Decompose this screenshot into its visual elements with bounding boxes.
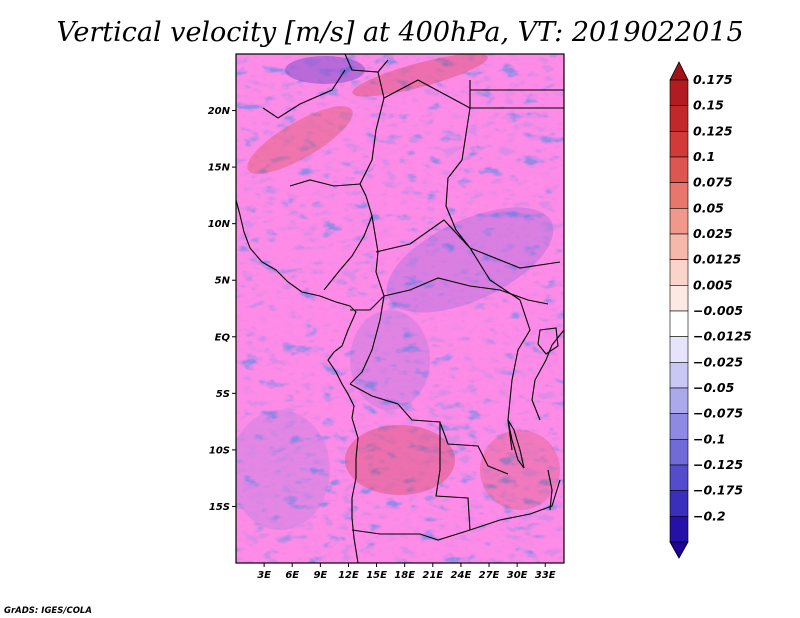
lon-tick-label: 21E	[422, 570, 443, 581]
colorbar-label: −0.0125	[693, 329, 752, 344]
colorbar-label: 0.175	[693, 72, 733, 87]
colorbar-swatch	[669, 79, 689, 106]
map-panel: 20N 15N 10N 5N EQ 5S 10S 15S 3E 6E 9E 12E 15E 18E 21E…	[208, 53, 565, 581]
colorbar-label: −0.125	[693, 457, 743, 472]
colorbar-swatch	[669, 439, 689, 466]
lon-tick-label: 9E	[313, 570, 327, 581]
colorbar-label: 0.0125	[693, 252, 742, 267]
colorbar-swatch	[669, 233, 689, 260]
lat-tick-label: EQ	[215, 332, 231, 343]
colorbar-swatch	[669, 490, 689, 517]
colorbar-swatch	[669, 105, 689, 132]
lat-tick-label: 5S	[216, 389, 230, 400]
lon-tick-label: 12E	[338, 570, 359, 581]
lon-tick-label: 30E	[507, 570, 528, 581]
lake-malawi-outline	[547, 469, 553, 511]
colorbar-swatch	[669, 464, 689, 491]
colorbar-label: 0.075	[693, 175, 733, 190]
colorbar-label: −0.075	[693, 406, 743, 421]
zambia-east-border	[469, 479, 561, 531]
car-drc-border	[383, 277, 549, 305]
colorbar-label: 0.025	[693, 226, 733, 241]
west-africa-coastline	[236, 199, 359, 563]
colorbar-swatch	[669, 208, 689, 235]
lon-tick-label: 24E	[451, 570, 472, 581]
colorbar-label: 0.05	[693, 200, 724, 215]
colorbar-swatch	[669, 336, 689, 363]
lon-tick-label: 18E	[394, 570, 415, 581]
colorbar-swatch	[669, 387, 689, 414]
niger-nigeria-border	[289, 179, 361, 187]
algeria-libya-border	[344, 54, 389, 73]
colorbar-label: −0.025	[693, 354, 743, 369]
colorbar-label: −0.05	[693, 380, 735, 395]
colorbar-label: −0.005	[693, 303, 743, 318]
colorbar-label: −0.1	[693, 431, 726, 446]
lat-tick-label: 15N	[208, 163, 231, 174]
angola-zambia-border	[435, 422, 471, 531]
colorbar-swatch	[669, 156, 689, 183]
south-sudan-border	[469, 247, 561, 269]
colorbar-label: 0.15	[693, 98, 724, 113]
niger-chad-border	[359, 97, 385, 197]
mali-niger-border	[262, 69, 346, 119]
sudan-ethiopia-border	[469, 80, 564, 109]
colorbar-label: −0.175	[693, 483, 743, 498]
lat-tick-label: 5N	[215, 276, 231, 287]
lake-tanganyika-outline	[507, 419, 525, 469]
lon-tick-label: 15E	[366, 570, 387, 581]
lake-victoria-outline	[537, 327, 559, 355]
libya-niger-chad-border	[377, 71, 471, 109]
colorbar-swatch	[669, 413, 689, 440]
colorbar: 0.175 0.15 0.125 0.1 0.075 0.05 0.025 0.0125 0.0…	[669, 61, 752, 559]
car-sudan-border	[375, 219, 521, 301]
lat-tick-label: 15S	[209, 502, 230, 513]
colorbar-label: −0.2	[693, 508, 726, 523]
grads-credit: GrADS: IGES/COLA	[4, 606, 92, 616]
colorbar-top-arrow	[669, 61, 689, 81]
angola-namibia-border	[351, 529, 471, 541]
map-title: Vertical velocity [m/s] at 400hPa, VT: 2…	[56, 17, 743, 48]
east-africa-coastline	[531, 329, 564, 421]
lon-tick-label: 6E	[285, 570, 299, 581]
congo-drc-border	[349, 295, 385, 385]
velocity-field	[236, 54, 564, 563]
colorbar-label: 0.1	[693, 149, 715, 164]
lat-tick-label: 10N	[208, 219, 231, 230]
colorbar-swatch	[669, 516, 689, 543]
colorbar-label: 0.125	[693, 123, 733, 138]
lat-tick-label: 10S	[209, 445, 230, 456]
colorbar-swatch	[669, 310, 689, 337]
colorbar-label: 0.005	[693, 277, 733, 292]
lat-tick-label: 20N	[208, 106, 231, 117]
colorbar-bottom-arrow	[669, 541, 689, 559]
lon-tick-label: 27E	[479, 570, 500, 581]
colorbar-swatch	[669, 285, 689, 312]
colorbar-swatch	[669, 259, 689, 286]
colorbar-swatch	[669, 131, 689, 158]
map-frame	[235, 53, 565, 564]
latitude-axis: 20N 15N 10N 5N EQ 5S 10S 15S	[208, 106, 236, 513]
colorbar-swatch	[669, 362, 689, 389]
chad-sudan-border	[445, 107, 471, 249]
lon-tick-label: 3E	[257, 570, 271, 581]
longitude-axis: 3E 6E 9E 12E 15E 18E 21E 24E 27E 30E 33E	[257, 563, 556, 581]
country-borders	[236, 54, 564, 563]
cameroon-car-border	[350, 215, 385, 311]
colorbar-swatch	[669, 182, 689, 209]
nigeria-cameroon-border	[323, 195, 373, 291]
lon-tick-label: 33E	[535, 570, 556, 581]
